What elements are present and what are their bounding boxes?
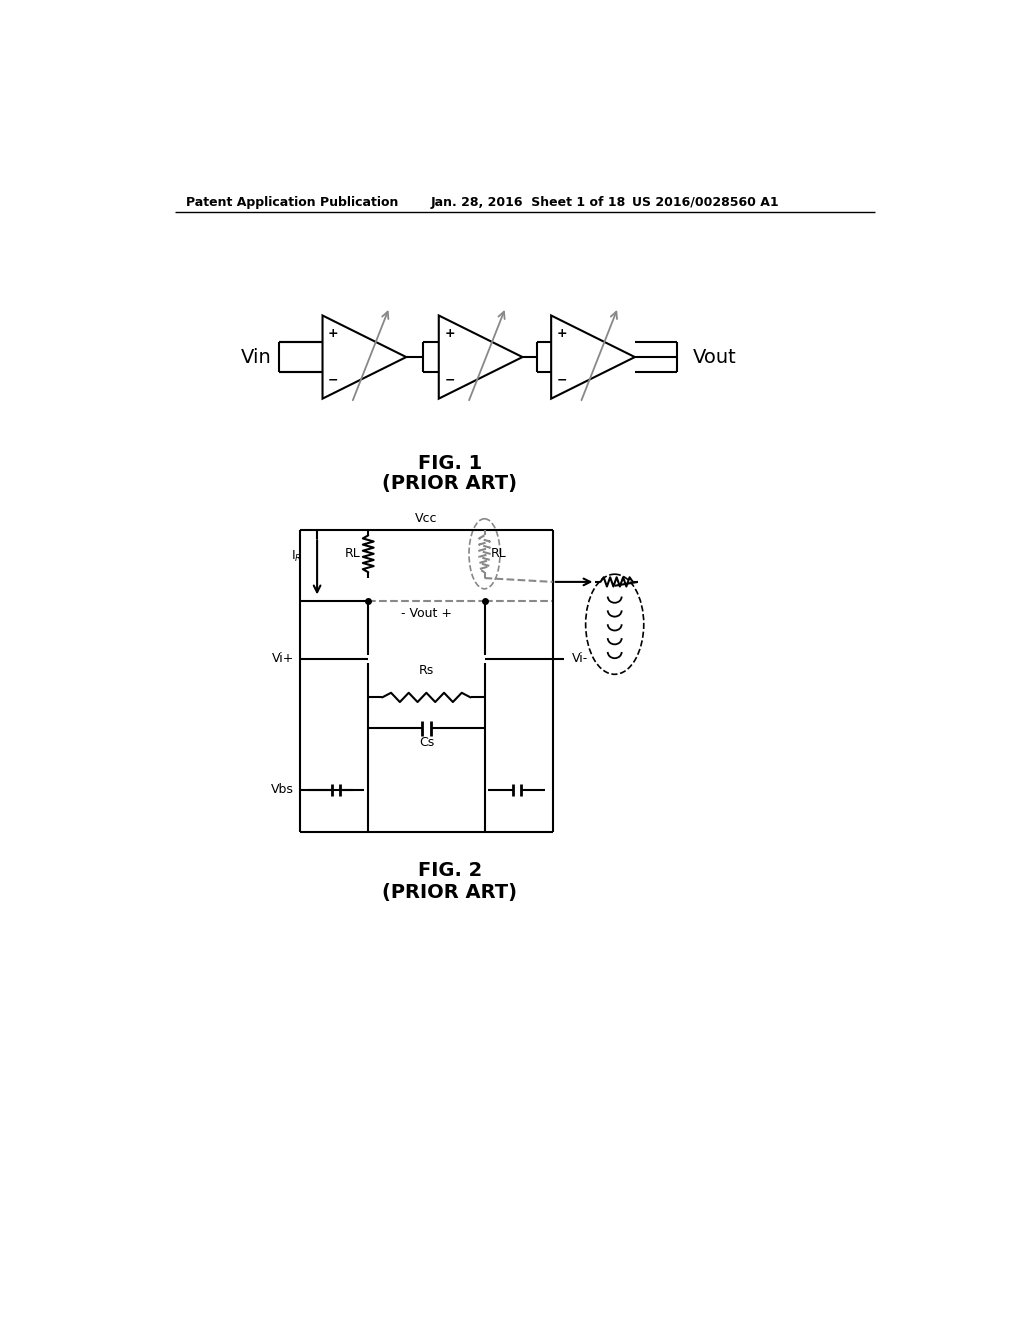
Text: FIG. 2: FIG. 2 [418,861,481,880]
Text: −: − [557,374,567,387]
Text: Vin: Vin [241,347,271,367]
Text: Patent Application Publication: Patent Application Publication [186,195,398,209]
Text: Rs: Rs [419,664,434,677]
Text: US 2016/0028560 A1: US 2016/0028560 A1 [632,195,778,209]
Text: +: + [328,327,339,341]
Text: - Vout +: - Vout + [400,607,452,620]
Text: −: − [444,374,455,387]
Text: FIG. 1: FIG. 1 [418,454,481,473]
Text: I$_R$: I$_R$ [291,549,302,564]
Text: Vbs: Vbs [271,783,294,796]
Text: −: − [328,374,339,387]
Text: Vi-: Vi- [572,652,589,665]
Text: RL: RL [345,548,360,560]
Text: (PRIOR ART): (PRIOR ART) [382,474,517,492]
Text: +: + [444,327,455,341]
Text: Vi+: Vi+ [271,652,294,665]
Text: RL: RL [490,548,506,560]
Text: Vcc: Vcc [415,512,437,525]
Text: Cs: Cs [419,735,434,748]
Text: Jan. 28, 2016  Sheet 1 of 18: Jan. 28, 2016 Sheet 1 of 18 [430,195,626,209]
Text: Vout: Vout [693,347,736,367]
Text: +: + [557,327,567,341]
Text: (PRIOR ART): (PRIOR ART) [382,883,517,902]
